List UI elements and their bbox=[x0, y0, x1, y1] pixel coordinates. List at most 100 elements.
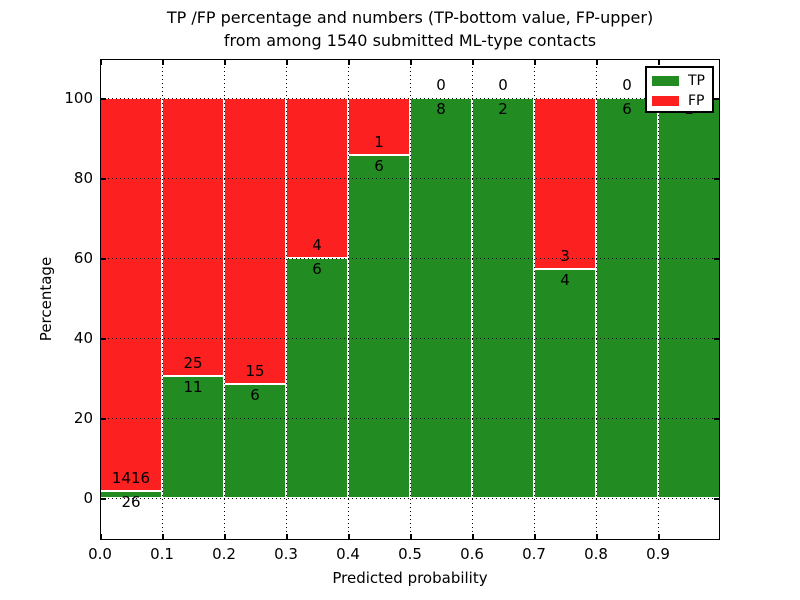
x-tick-label: 0.9 bbox=[646, 545, 670, 563]
y-tick-left bbox=[100, 498, 106, 500]
tp-count-label: 6 bbox=[374, 157, 384, 175]
x-tick-top bbox=[472, 59, 474, 65]
x-tick-top bbox=[596, 59, 598, 65]
x-tick-top bbox=[100, 59, 102, 65]
x-tick-top bbox=[534, 59, 536, 65]
fp-count-label: 3 bbox=[560, 247, 570, 265]
x-tick-bottom bbox=[658, 534, 660, 540]
legend-label-tp: TP bbox=[688, 72, 705, 89]
tp-count-label: 2 bbox=[498, 100, 508, 118]
bar-tp-segment bbox=[348, 155, 410, 498]
x-tick-bottom bbox=[410, 534, 412, 540]
bar-tp-segment bbox=[472, 98, 534, 498]
bar-tp-segment bbox=[534, 269, 596, 498]
fp-count-label: 25 bbox=[183, 354, 203, 372]
y-tick-right bbox=[714, 498, 720, 500]
bar-fp-segment bbox=[100, 98, 162, 491]
fp-count-label: 1416 bbox=[111, 469, 151, 487]
x-tick-label: 0.0 bbox=[88, 545, 112, 563]
tp-count-label: 11 bbox=[183, 378, 203, 396]
bar-fp-segment bbox=[224, 98, 286, 384]
x-tick-top bbox=[162, 59, 164, 65]
tp-count-label: 26 bbox=[121, 493, 141, 511]
x-tick-top bbox=[410, 59, 412, 65]
gridline-v bbox=[162, 59, 163, 540]
x-tick-label: 0.2 bbox=[212, 545, 236, 563]
x-tick-label: 0.6 bbox=[460, 545, 484, 563]
x-tick-top bbox=[658, 59, 660, 65]
x-tick-label: 0.4 bbox=[336, 545, 360, 563]
y-tick-label: 20 bbox=[73, 409, 93, 427]
legend-label-fp: FP bbox=[688, 92, 705, 109]
y-tick-label: 60 bbox=[73, 249, 93, 267]
gridline-v bbox=[596, 59, 597, 540]
gridline-v bbox=[224, 59, 225, 540]
y-tick-left bbox=[100, 338, 106, 340]
y-tick-left bbox=[100, 98, 106, 100]
x-tick-label: 0.8 bbox=[584, 545, 608, 563]
bar-tp-segment bbox=[596, 98, 658, 498]
bar-tp-segment bbox=[658, 98, 720, 498]
x-tick-bottom bbox=[100, 534, 102, 540]
gridline-v bbox=[534, 59, 535, 540]
x-tick-top bbox=[224, 59, 226, 65]
x-tick-bottom bbox=[348, 534, 350, 540]
fp-count-label: 0 bbox=[436, 76, 446, 94]
bar-tp-segment bbox=[286, 258, 348, 498]
bar-tp-segment bbox=[410, 98, 472, 498]
y-tick-right bbox=[714, 418, 720, 420]
y-tick-right bbox=[714, 258, 720, 260]
y-tick-right bbox=[714, 98, 720, 100]
fp-count-label: 4 bbox=[312, 236, 322, 254]
fp-count-label: 0 bbox=[622, 76, 632, 94]
gridline-v bbox=[658, 59, 659, 540]
fp-count-label: 0 bbox=[498, 76, 508, 94]
legend-swatch-fp-icon bbox=[652, 95, 679, 106]
y-tick-label: 0 bbox=[83, 489, 93, 507]
bar-fp-segment bbox=[534, 98, 596, 269]
x-tick-top bbox=[348, 59, 350, 65]
y-tick-left bbox=[100, 258, 106, 260]
x-tick-label: 0.3 bbox=[274, 545, 298, 563]
fp-count-label: 1 bbox=[374, 133, 384, 151]
y-tick-label: 100 bbox=[64, 89, 93, 107]
fp-count-label: 15 bbox=[245, 362, 265, 380]
x-tick-label: 0.5 bbox=[398, 545, 422, 563]
chart-title-line2: from among 1540 submitted ML-type contac… bbox=[223, 31, 597, 50]
y-tick-label: 80 bbox=[73, 169, 93, 187]
y-tick-left bbox=[100, 418, 106, 420]
y-tick-right bbox=[714, 338, 720, 340]
chart-title: TP /FP percentage and numbers (TP-bottom… bbox=[167, 6, 653, 52]
chart-title-line1: TP /FP percentage and numbers (TP-bottom… bbox=[166, 8, 654, 27]
tp-count-label: 6 bbox=[250, 386, 260, 404]
y-tick-label: 40 bbox=[73, 329, 93, 347]
legend-entry-fp: FP bbox=[652, 91, 712, 110]
x-tick-top bbox=[286, 59, 288, 65]
x-tick-bottom bbox=[472, 534, 474, 540]
x-tick-bottom bbox=[596, 534, 598, 540]
x-tick-bottom bbox=[224, 534, 226, 540]
gridline-v bbox=[472, 59, 473, 540]
gridline-v bbox=[348, 59, 349, 540]
bar-tp-segment bbox=[224, 384, 286, 498]
bar-tp-segment bbox=[162, 376, 224, 498]
tp-count-label: 6 bbox=[622, 100, 632, 118]
gridline-v bbox=[286, 59, 287, 540]
y-tick-left bbox=[100, 178, 106, 180]
x-axis-label: Predicted probability bbox=[332, 569, 488, 587]
x-tick-label: 0.7 bbox=[522, 545, 546, 563]
y-tick-right bbox=[714, 178, 720, 180]
legend-entry-tp: TP bbox=[652, 71, 712, 90]
x-tick-bottom bbox=[286, 534, 288, 540]
legend-swatch-tp-icon bbox=[652, 75, 679, 86]
tp-count-label: 4 bbox=[560, 271, 570, 289]
gridline-v bbox=[410, 59, 411, 540]
x-tick-bottom bbox=[162, 534, 164, 540]
bar-fp-segment bbox=[162, 98, 224, 376]
x-tick-bottom bbox=[534, 534, 536, 540]
tp-count-label: 8 bbox=[436, 100, 446, 118]
x-tick-label: 0.1 bbox=[150, 545, 174, 563]
tp-count-label: 6 bbox=[312, 260, 322, 278]
